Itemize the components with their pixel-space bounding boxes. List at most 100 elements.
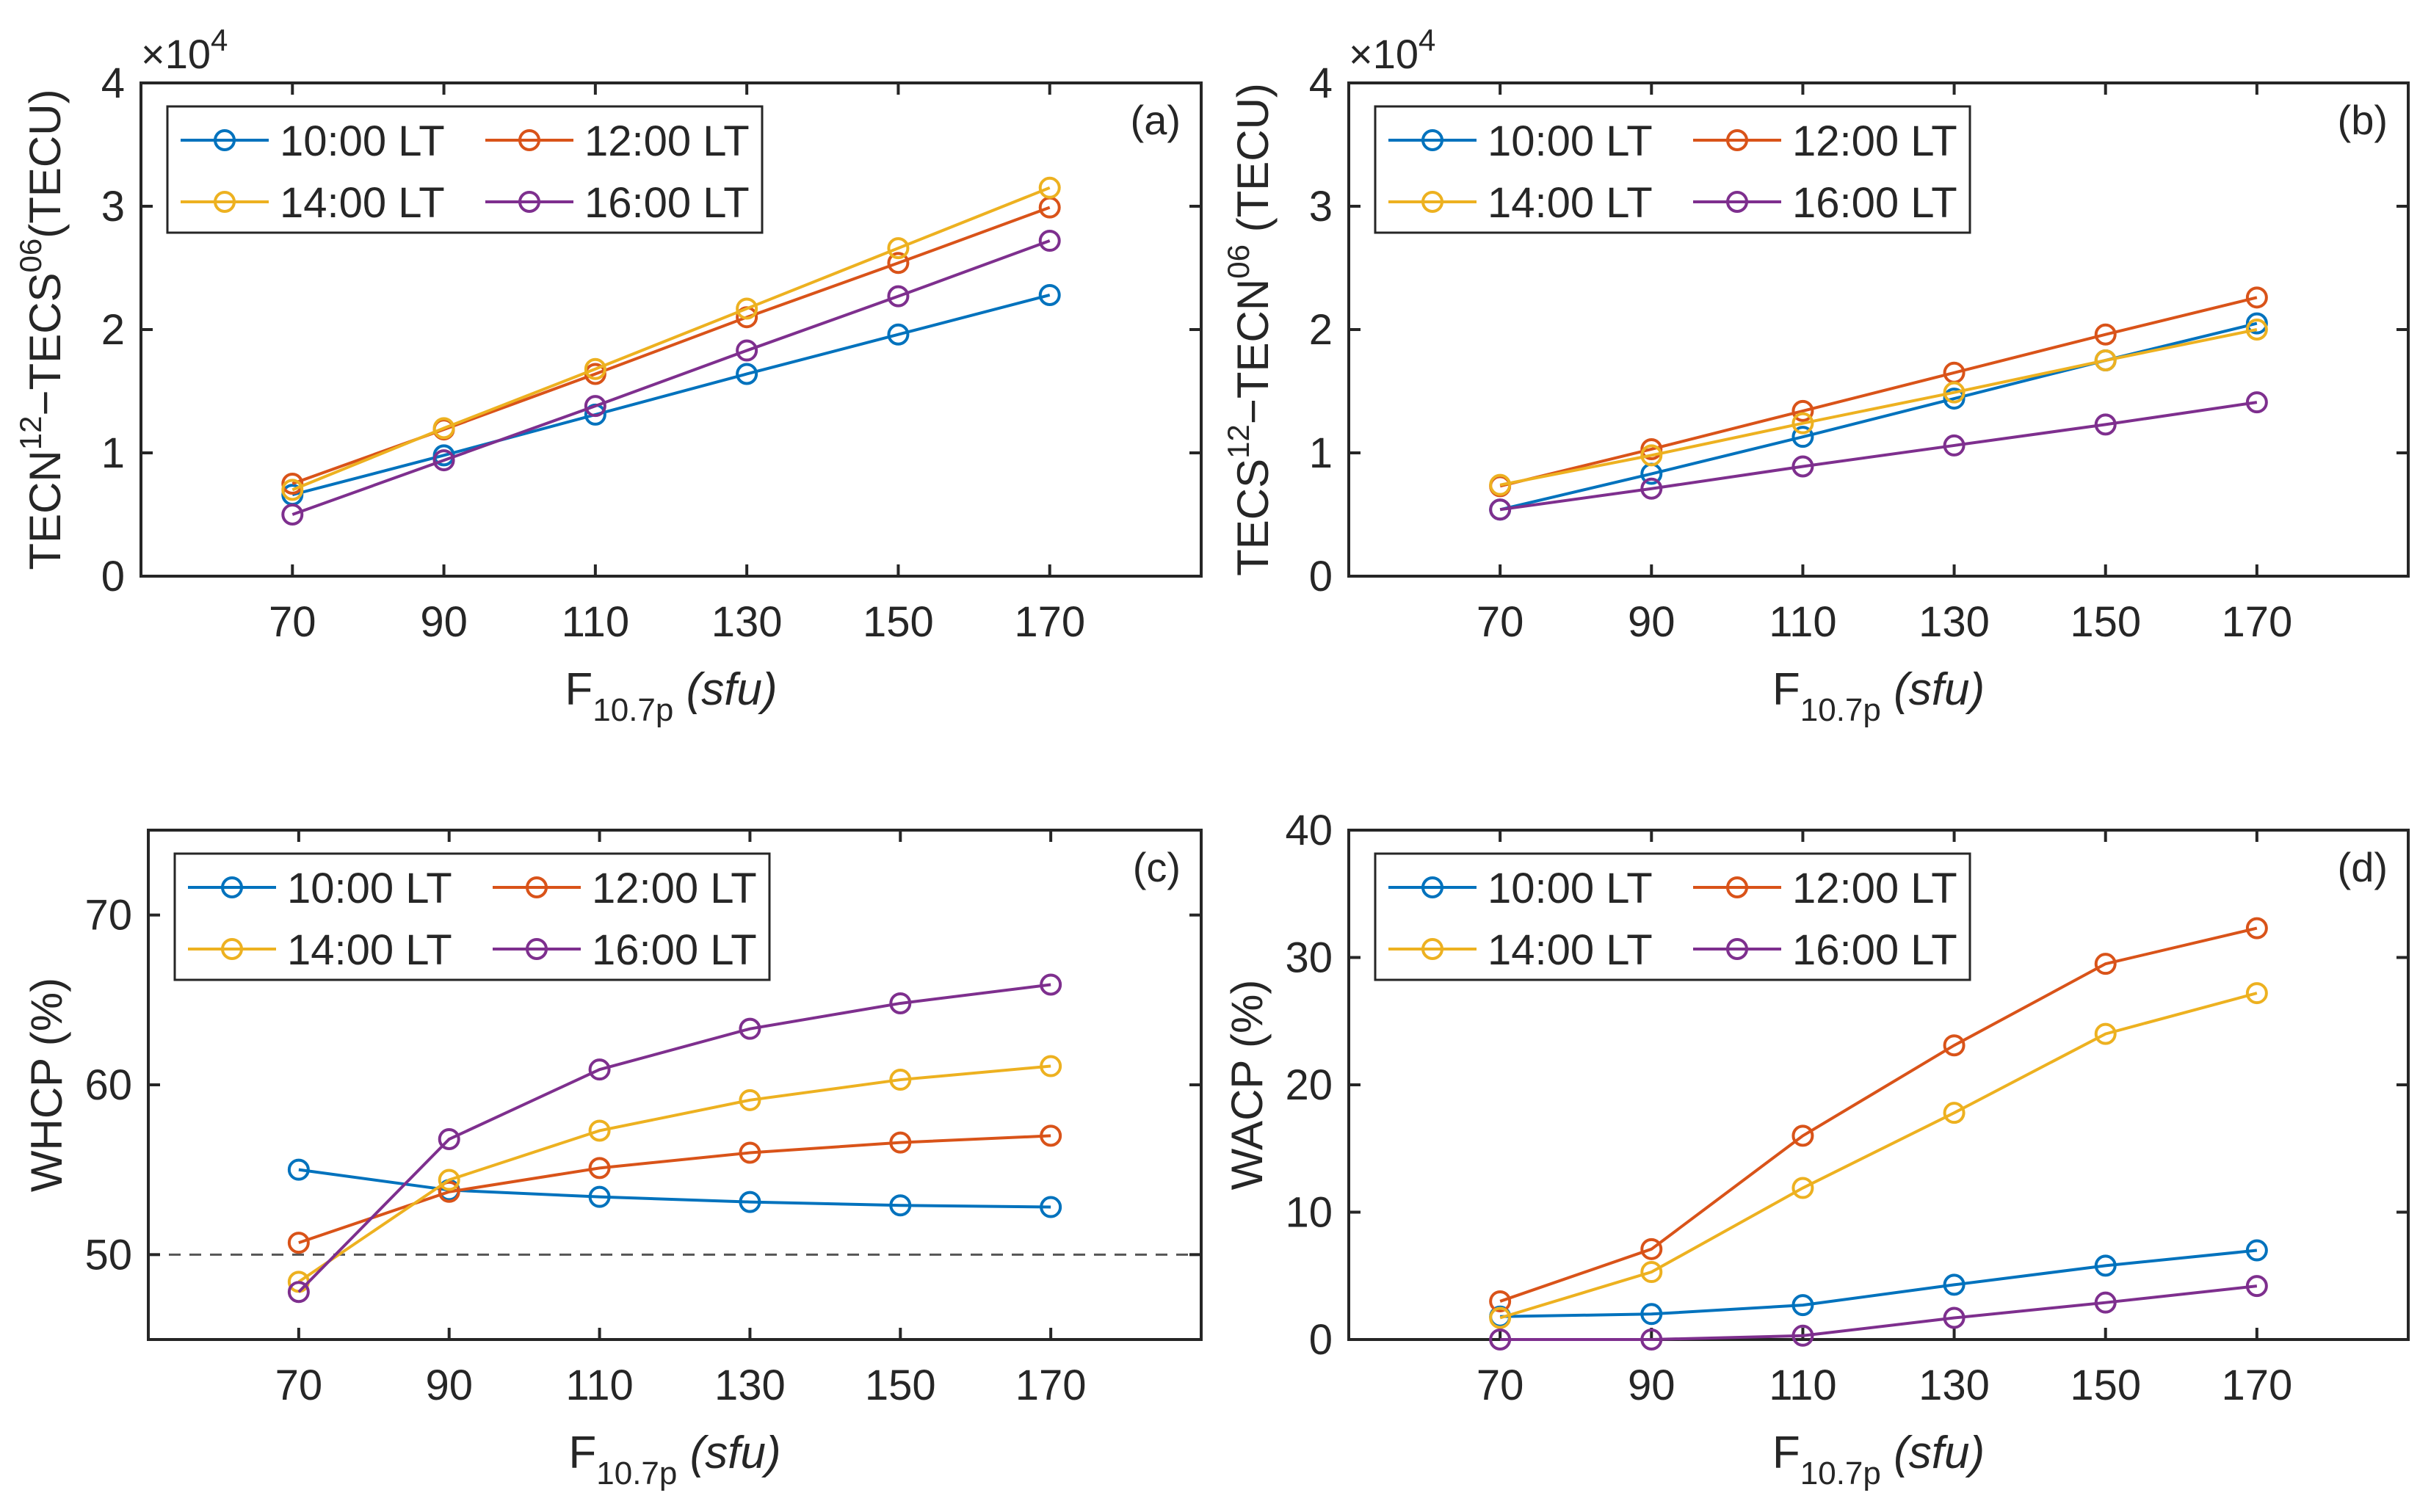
series-line-3 (1499, 328, 2258, 487)
legend-label: 12:00 LT (592, 865, 757, 912)
legend-marker (214, 191, 236, 213)
y-label-text: WACP (%) (1222, 980, 1272, 1191)
series-line-3 (297, 1064, 1051, 1284)
legend-marker (526, 938, 548, 960)
legend-label: 14:00 LT (287, 926, 452, 974)
y-tick-label: 4 (1309, 59, 1333, 107)
data-point (1791, 399, 1814, 422)
data-point (1640, 1329, 1663, 1351)
data-point (1489, 498, 1512, 521)
series-line-4 (291, 239, 1051, 516)
x-tick-label: 130 (711, 598, 783, 646)
legend-marker (1421, 191, 1443, 213)
legend-marker (221, 938, 243, 960)
data-point (287, 1232, 310, 1254)
data-point (584, 357, 606, 380)
data-point (887, 252, 910, 275)
data-point (889, 1194, 912, 1217)
data-point (2094, 323, 2117, 346)
panel-label: (a) (1131, 97, 1181, 143)
legend-marker (1421, 129, 1443, 151)
data-point (588, 1058, 611, 1081)
data-point (1040, 1124, 1062, 1147)
x-label-main: F (1772, 1428, 1800, 1478)
y-label-part3: (TECU) (21, 89, 70, 238)
data-point (281, 473, 304, 495)
x-label-sub: 10.7p (1800, 692, 1881, 728)
data-point (1943, 381, 1966, 404)
data-point (1040, 973, 1062, 996)
x-tick-label: 90 (1628, 1362, 1675, 1409)
data-point (1038, 283, 1061, 306)
x-label-main: F (568, 1428, 596, 1478)
legend-label: 16:00 LT (1792, 926, 1957, 974)
data-point (1943, 1273, 1966, 1296)
data-point (1489, 473, 1512, 496)
x-label-gap (1881, 664, 1894, 715)
data-point (2094, 349, 2117, 371)
data-point (739, 1088, 761, 1111)
data-point (736, 339, 758, 362)
y-tick-label: 10 (1285, 1189, 1333, 1237)
exponent-base: ×10 (1349, 31, 1419, 77)
legend-frame (1374, 105, 1971, 234)
y-axis-label: TECN12−TECS06(TECU) (13, 89, 70, 570)
legend-marker (1726, 191, 1748, 213)
exponent-power: 4 (211, 23, 228, 57)
data-point (588, 1157, 611, 1180)
data-point (887, 237, 910, 260)
data-point (1489, 1290, 1512, 1312)
data-point (1943, 434, 1966, 457)
data-point (2094, 1022, 2117, 1045)
y-tick-label: 3 (1309, 183, 1333, 230)
data-point (1791, 1324, 1814, 1347)
x-label-unit: (sfu) (690, 1428, 781, 1478)
series-line-1 (298, 1168, 1051, 1209)
data-point (887, 323, 910, 346)
y-label-part2: −TECS (21, 272, 70, 415)
x-tick-label: 170 (2221, 598, 2292, 646)
data-point (2245, 391, 2268, 414)
data-point (281, 504, 304, 526)
panel-d: 70 90 110 130 150 170 0 10 20 30 40 (d) F10.7p (sfu)… (1222, 807, 2410, 1491)
data-point (1791, 455, 1814, 478)
series-line-4 (297, 983, 1051, 1293)
y-tick-label: 20 (1285, 1061, 1333, 1109)
panel-c: 70 90 110 130 150 170 50 60 70 (c) F10.7p (sfu) WHC… (22, 829, 1203, 1491)
data-point (2094, 1291, 2117, 1314)
data-point (588, 1185, 611, 1208)
x-tick-label: 150 (2070, 1362, 2141, 1409)
legend-label: 10:00 LT (1488, 865, 1653, 912)
x-axis-label: F10.7p (sfu) (565, 664, 777, 728)
x-tick-label: 90 (420, 598, 468, 646)
x-axis-label: F10.7p (sfu) (1772, 664, 1985, 728)
data-point (2094, 413, 2117, 436)
series-line-1 (1500, 1249, 2258, 1318)
legend-marker (221, 876, 243, 898)
series-line-4 (1500, 1284, 2258, 1341)
legend: 10:00 LT 12:00 LT 14:00 LT 16:00 LT (1374, 105, 1971, 234)
x-tick-label: 130 (1919, 1362, 1990, 1409)
y-tick-label: 2 (101, 306, 125, 354)
y-label-sup2: 06 (1221, 244, 1256, 279)
data-point (438, 1168, 460, 1191)
y-label-text: WHCP (%) (22, 978, 71, 1192)
data-point (2245, 1275, 2268, 1298)
legend-label: 16:00 LT (584, 179, 750, 227)
x-tick-label: 90 (1628, 598, 1675, 646)
x-tick-label: 110 (565, 1362, 633, 1409)
legend-label: 12:00 LT (1792, 117, 1957, 165)
x-tick-label: 150 (2070, 598, 2141, 646)
legend-marker (1726, 876, 1748, 898)
y-tick-label: 1 (101, 429, 125, 477)
data-point (1640, 437, 1663, 460)
series-line-2 (1499, 296, 2258, 488)
data-point (736, 297, 758, 320)
legend-frame (1374, 852, 1971, 981)
data-point (1040, 1055, 1062, 1077)
series-line-3 (291, 186, 1051, 492)
series-line-2 (1499, 926, 2258, 1303)
data-point (889, 1069, 912, 1091)
